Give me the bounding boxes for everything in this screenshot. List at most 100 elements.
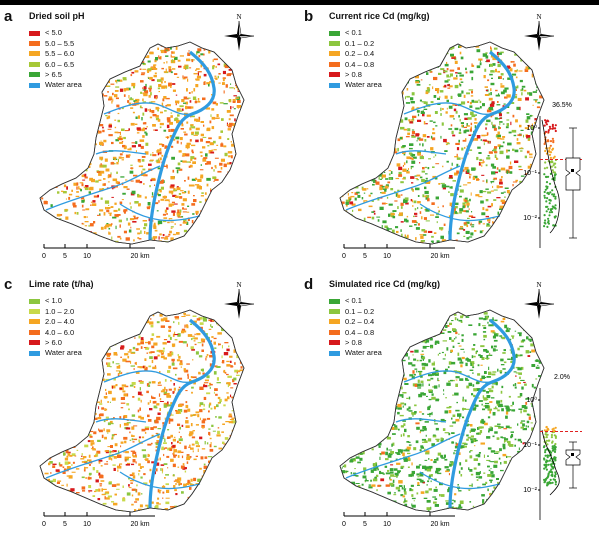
legend-swatch — [329, 82, 340, 88]
scale-tick-label: 10 — [383, 521, 391, 528]
sample-point — [552, 195, 555, 198]
legend-swatch — [29, 41, 40, 47]
legend: < 0.1 0.1 – 0.2 0.2 – 0.4 0.4 – 0.8 > 0.8 Wat… — [329, 28, 382, 90]
river — [119, 203, 201, 222]
sample-point — [543, 225, 546, 228]
compass-label: N — [236, 281, 241, 289]
sample-point — [547, 219, 550, 223]
panel-letter: c — [4, 276, 13, 293]
river — [403, 102, 491, 115]
sample-point — [553, 474, 556, 477]
sample-point — [550, 211, 554, 214]
sample-point — [554, 166, 557, 169]
sample-point — [548, 146, 551, 150]
river — [419, 471, 501, 490]
exceedance-percent: 2.0% — [554, 374, 570, 381]
legend-label: Water area — [345, 80, 382, 90]
sample-point — [547, 208, 550, 211]
panel-title: Dried soil pH — [29, 11, 85, 21]
sample-point — [547, 175, 550, 178]
legend-swatch — [29, 340, 40, 346]
sample-point — [551, 189, 554, 192]
compass-label: N — [536, 13, 541, 21]
north-arrow-icon: N — [224, 13, 255, 51]
sample-point — [547, 463, 550, 466]
legend-swatch — [29, 309, 40, 315]
legend-swatch — [29, 51, 40, 57]
sample-point — [546, 483, 549, 486]
panel-letter: b — [304, 8, 314, 25]
scale-tick-label: 0 — [342, 253, 346, 260]
north-arrow-icon: N — [224, 281, 255, 319]
legend-label: 0.2 – 0.4 — [345, 49, 375, 59]
legend-label: > 0.8 — [345, 338, 362, 347]
sample-point — [548, 481, 551, 484]
sample-point — [544, 119, 547, 122]
sample-point — [549, 172, 552, 175]
river — [148, 50, 216, 241]
north-arrow-icon: N — [524, 281, 555, 319]
compass-label: N — [536, 281, 541, 289]
legend-label: 5.5 – 6.0 — [45, 49, 75, 59]
north-arrow-icon: N — [524, 13, 555, 51]
legend-label: 2.0 – 4.0 — [45, 317, 75, 327]
sample-point — [547, 150, 550, 153]
legend-item: 0.2 – 0.4 — [329, 317, 382, 327]
legend-label: > 6.0 — [45, 338, 62, 347]
sample-point — [552, 478, 555, 481]
sample-point — [549, 144, 552, 147]
legend-item: 6.0 – 6.5 — [29, 59, 82, 69]
legend-label: < 0.1 — [345, 296, 362, 306]
legend-swatch — [329, 298, 340, 304]
sample-point — [554, 473, 557, 476]
sample-point — [544, 219, 547, 222]
sample-point — [549, 199, 552, 202]
scale-tick-label: 5 — [63, 521, 67, 528]
sample-point — [553, 450, 557, 453]
scale-tick-label: 0 — [42, 253, 46, 260]
legend-swatch — [329, 30, 340, 36]
sample-point — [544, 188, 547, 191]
sample-point — [548, 125, 551, 128]
legend-swatch — [29, 329, 40, 335]
sample-point — [550, 436, 553, 439]
sample-point — [543, 194, 546, 197]
sample-point — [546, 166, 549, 169]
sample-point — [553, 458, 556, 461]
legend-label: 0.4 – 0.8 — [345, 327, 375, 337]
legend-label: Water area — [345, 348, 382, 358]
legend-item: 0.2 – 0.4 — [329, 49, 382, 59]
sample-point — [543, 167, 546, 170]
axis-tick-label: 10⁰ — [526, 396, 537, 404]
sample-point — [551, 447, 554, 450]
legend-label: 5.0 – 5.5 — [45, 38, 75, 48]
axis-tick-label: 10⁻¹ — [523, 442, 537, 449]
sample-point — [554, 162, 557, 165]
river — [419, 203, 501, 222]
sample-point — [554, 426, 557, 429]
legend-label: < 5.0 — [45, 28, 62, 38]
sample-point — [550, 468, 553, 471]
river — [95, 150, 147, 155]
axis-tick-label: 10⁰ — [526, 124, 537, 132]
legend-item: > 6.0 — [29, 338, 82, 348]
legend-label: 6.0 – 6.5 — [45, 59, 75, 69]
scale-bar: 0 5 10 20 km — [42, 512, 155, 528]
scale-tick-label: 10 — [383, 253, 391, 260]
sample-point — [551, 449, 554, 452]
sample-point — [551, 127, 554, 130]
sample-point — [551, 148, 554, 151]
river — [345, 433, 461, 479]
sample-point — [546, 454, 549, 457]
scale-tick-label: 20 km — [130, 253, 149, 260]
sample-point — [551, 161, 554, 164]
sample-point — [547, 217, 550, 220]
sample-point — [554, 195, 557, 198]
river — [403, 370, 491, 383]
sample-point — [554, 197, 557, 200]
sample-point — [544, 222, 547, 225]
sample-point — [546, 443, 549, 446]
sample-point — [547, 222, 550, 225]
sample-point — [550, 165, 553, 168]
axis-tick-label: 10⁻² — [523, 487, 537, 494]
